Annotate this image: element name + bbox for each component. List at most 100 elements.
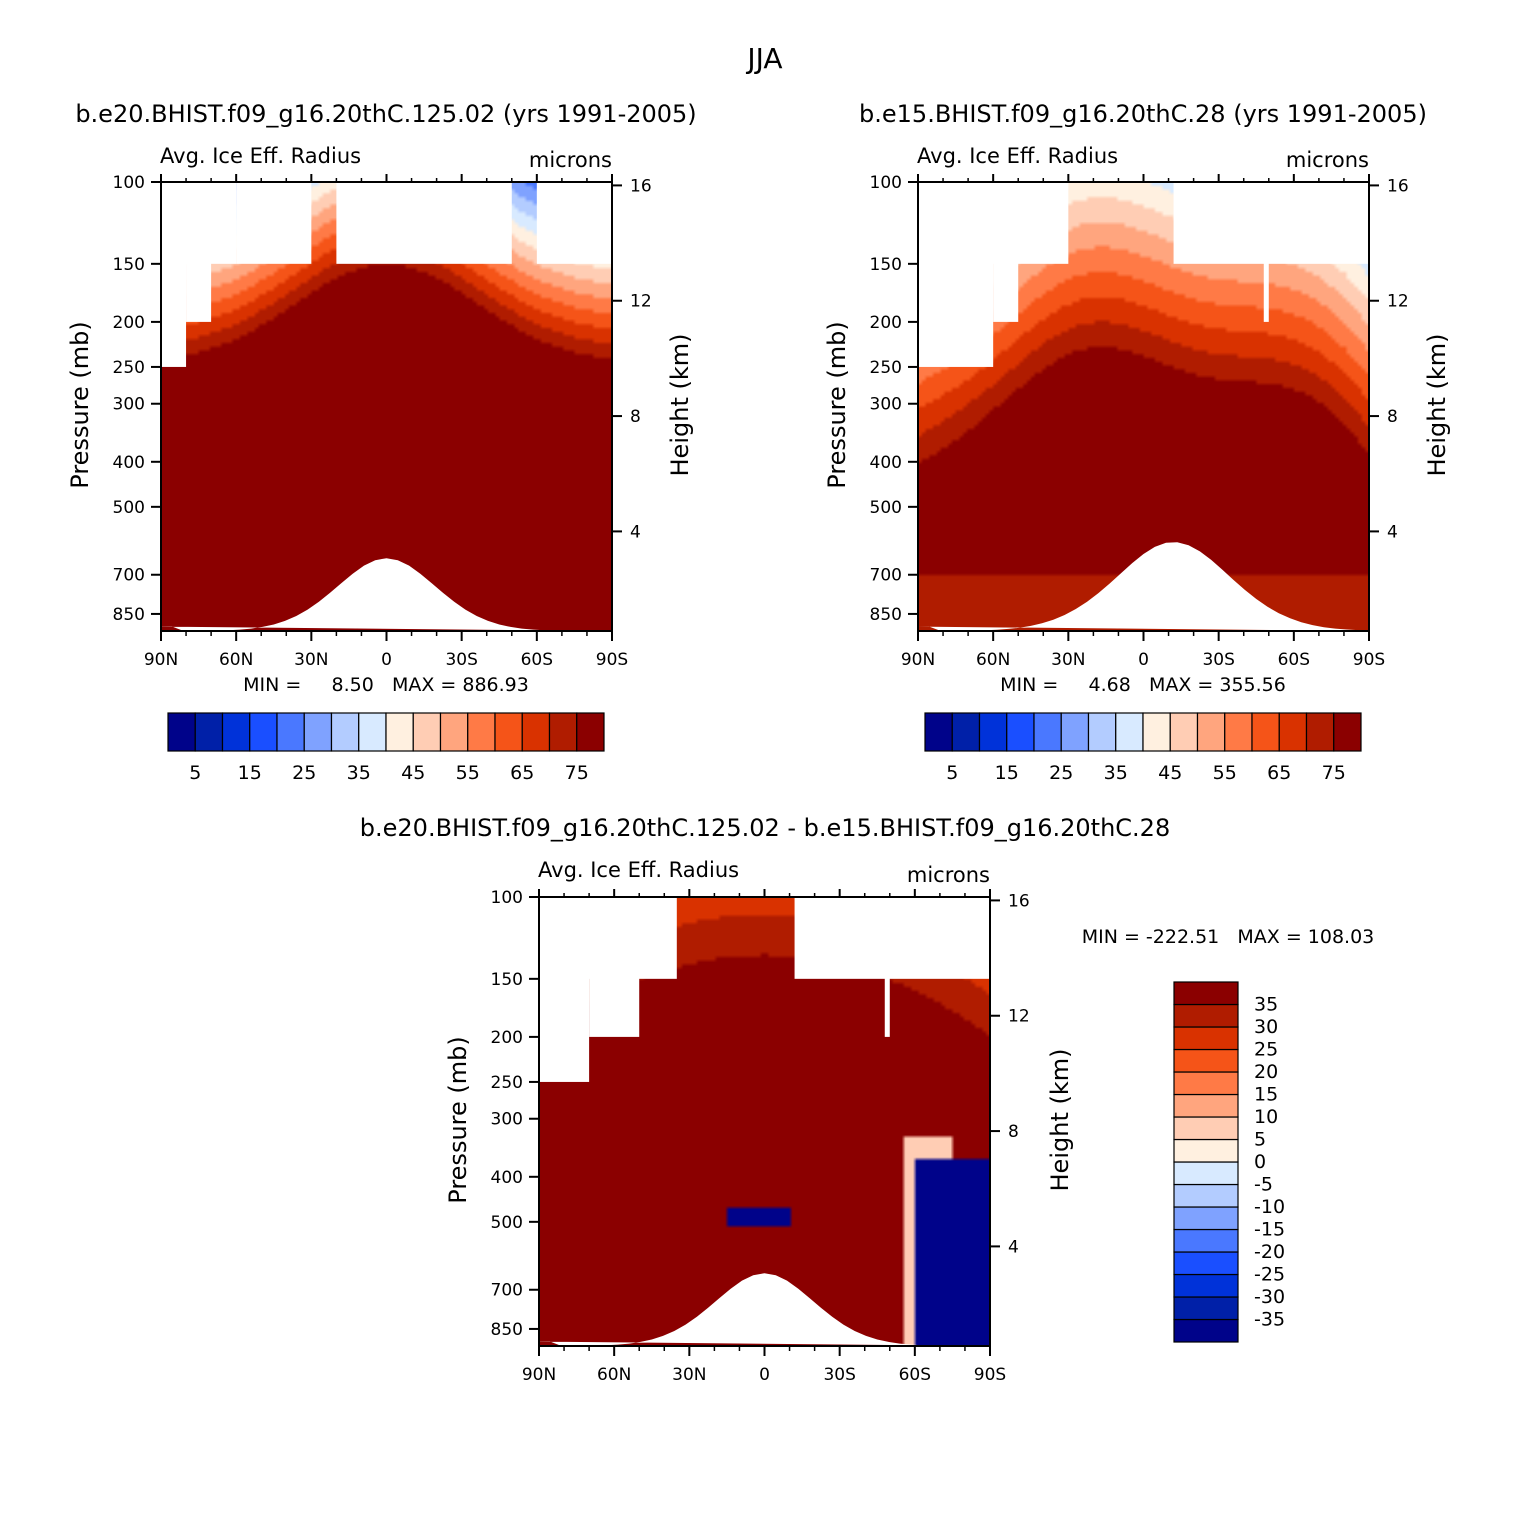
colorbar-box xyxy=(467,712,496,752)
colorbar-box xyxy=(194,712,224,752)
colorbar-label: -15 xyxy=(1254,1219,1285,1241)
orography-mask xyxy=(161,558,612,631)
colorbar-box xyxy=(167,712,196,752)
x-tick-label: 90S xyxy=(596,650,628,670)
colorbar-label: -30 xyxy=(1254,1286,1285,1308)
colorbar-label: -20 xyxy=(1254,1241,1285,1263)
y-tick-label: 850 xyxy=(870,605,902,625)
colorbar-box xyxy=(1173,1296,1239,1321)
panel-3-plot-area: 90N 60N 30N 0 30S 60S 90S 100 150 200 250 300 400 500… xyxy=(491,888,1030,1385)
colorbar-label: 65 xyxy=(1267,762,1291,784)
x-tick-label: 90N xyxy=(901,650,935,670)
colorbar-box xyxy=(385,712,414,752)
colorbar-box xyxy=(1142,712,1171,752)
colorbar-box xyxy=(1115,712,1144,752)
x-tick-label: 30N xyxy=(294,650,328,670)
panel-1-title: b.e20.BHIST.f09_g16.20thC.125.02 (yrs 19… xyxy=(75,100,696,128)
colorbar-box xyxy=(1224,712,1253,752)
panel-1-ylabel-right: Height (km) xyxy=(666,334,694,477)
colorbar-box xyxy=(330,712,360,752)
colorbar-box xyxy=(1278,712,1308,752)
x-tick-label: 90S xyxy=(1353,650,1385,670)
panel-1-units-label: microns xyxy=(529,148,612,172)
y-tick-label: 250 xyxy=(113,358,145,378)
missing-region xyxy=(1263,182,1269,322)
y-tick-label: 150 xyxy=(113,255,145,275)
missing-region xyxy=(161,182,187,367)
panel-3: b.e20.BHIST.f09_g16.20thC.125.02 - b.e15… xyxy=(360,814,1375,1385)
colorbar-box xyxy=(1173,1071,1239,1096)
panel-2-ylabel: Pressure (mb) xyxy=(823,321,851,488)
panel-3-units-label: microns xyxy=(907,863,990,887)
panel-1-variable-label: Avg. Ice Eff. Radius xyxy=(160,144,361,168)
x-tick-label: 30S xyxy=(445,650,477,670)
height-tick-label: 8 xyxy=(630,407,641,427)
height-tick-label: 4 xyxy=(1008,1237,1019,1257)
colorbar-box xyxy=(494,712,523,752)
colorbar-label: 35 xyxy=(1254,994,1278,1016)
x-tick-label: 30S xyxy=(823,1365,855,1385)
missing-region xyxy=(993,182,1019,322)
colorbar-box xyxy=(276,712,305,752)
colorbar-box xyxy=(303,712,333,752)
panel-1-ylabel: Pressure (mb) xyxy=(66,321,94,488)
colorbar-box xyxy=(412,712,442,752)
height-tick-label: 12 xyxy=(630,292,652,312)
y-tick-label: 250 xyxy=(870,358,902,378)
colorbar-box xyxy=(1169,712,1199,752)
colorbar-box xyxy=(1333,712,1362,752)
panel-1: b.e20.BHIST.f09_g16.20thC.125.02 (yrs 19… xyxy=(66,100,697,784)
panel-1-stats: MIN = 8.50 MAX = 886.93 xyxy=(243,674,529,696)
x-tick-label: 90S xyxy=(974,1365,1006,1385)
panel-1-colorbar: 5 15 25 35 45 55 65 75 xyxy=(167,712,605,784)
y-tick-label: 150 xyxy=(491,970,523,990)
panel-2-units-label: microns xyxy=(1286,148,1369,172)
colorbar-label: 35 xyxy=(1104,762,1128,784)
colorbar-label: -35 xyxy=(1254,1309,1285,1331)
x-tick-label: 90N xyxy=(522,1365,556,1385)
colorbar-label: 65 xyxy=(510,762,534,784)
height-tick-label: 8 xyxy=(1008,1122,1019,1142)
y-tick-label: 850 xyxy=(113,605,145,625)
y-tick-label: 850 xyxy=(491,1320,523,1340)
colorbar-box xyxy=(358,712,387,752)
colorbar-label: 25 xyxy=(1254,1039,1278,1061)
colorbar-box xyxy=(439,712,469,752)
y-tick-label: 300 xyxy=(870,395,902,415)
missing-region xyxy=(794,897,990,979)
x-tick-label: 60S xyxy=(1278,650,1310,670)
panel-3-variable-label: Avg. Ice Eff. Radius xyxy=(538,858,739,882)
colorbar-label: 15 xyxy=(1254,1084,1278,1106)
x-tick-label: 30S xyxy=(1202,650,1234,670)
colorbar-box xyxy=(1173,1273,1239,1298)
colorbar-label: 5 xyxy=(946,762,958,784)
y-tick-label: 100 xyxy=(870,173,902,193)
y-tick-label: 400 xyxy=(113,453,145,473)
x-tick-label: 30N xyxy=(1051,650,1085,670)
colorbar-box xyxy=(249,712,278,752)
height-tick-label: 16 xyxy=(1008,891,1030,911)
y-tick-label: 700 xyxy=(491,1281,523,1301)
panel-2-colorbar: 5 15 25 35 45 55 65 75 xyxy=(924,712,1362,784)
height-tick-label: 4 xyxy=(1387,522,1398,542)
colorbar-box xyxy=(576,712,605,752)
missing-region xyxy=(186,182,212,322)
height-tick-label: 16 xyxy=(1387,176,1409,196)
panel-1-plot-area: 90N 60N 30N 0 30S 60S 90S 100 150 200 250 300 400 500… xyxy=(113,173,652,670)
colorbar-box xyxy=(1305,712,1335,752)
x-tick-label: 0 xyxy=(381,650,392,670)
missing-region xyxy=(884,897,890,1037)
colorbar-label: 45 xyxy=(1158,762,1182,784)
colorbar-box xyxy=(1173,1003,1239,1028)
y-tick-label: 200 xyxy=(870,313,902,333)
height-tick-label: 8 xyxy=(1387,407,1398,427)
colorbar-box xyxy=(924,712,953,752)
colorbar-box xyxy=(951,712,981,752)
panel-3-ylabel-right: Height (km) xyxy=(1046,1049,1074,1192)
y-tick-label: 500 xyxy=(113,498,145,518)
x-tick-label: 60S xyxy=(899,1365,931,1385)
missing-region xyxy=(589,897,640,1037)
y-tick-label: 200 xyxy=(491,1028,523,1048)
x-tick-label: 60S xyxy=(521,650,553,670)
